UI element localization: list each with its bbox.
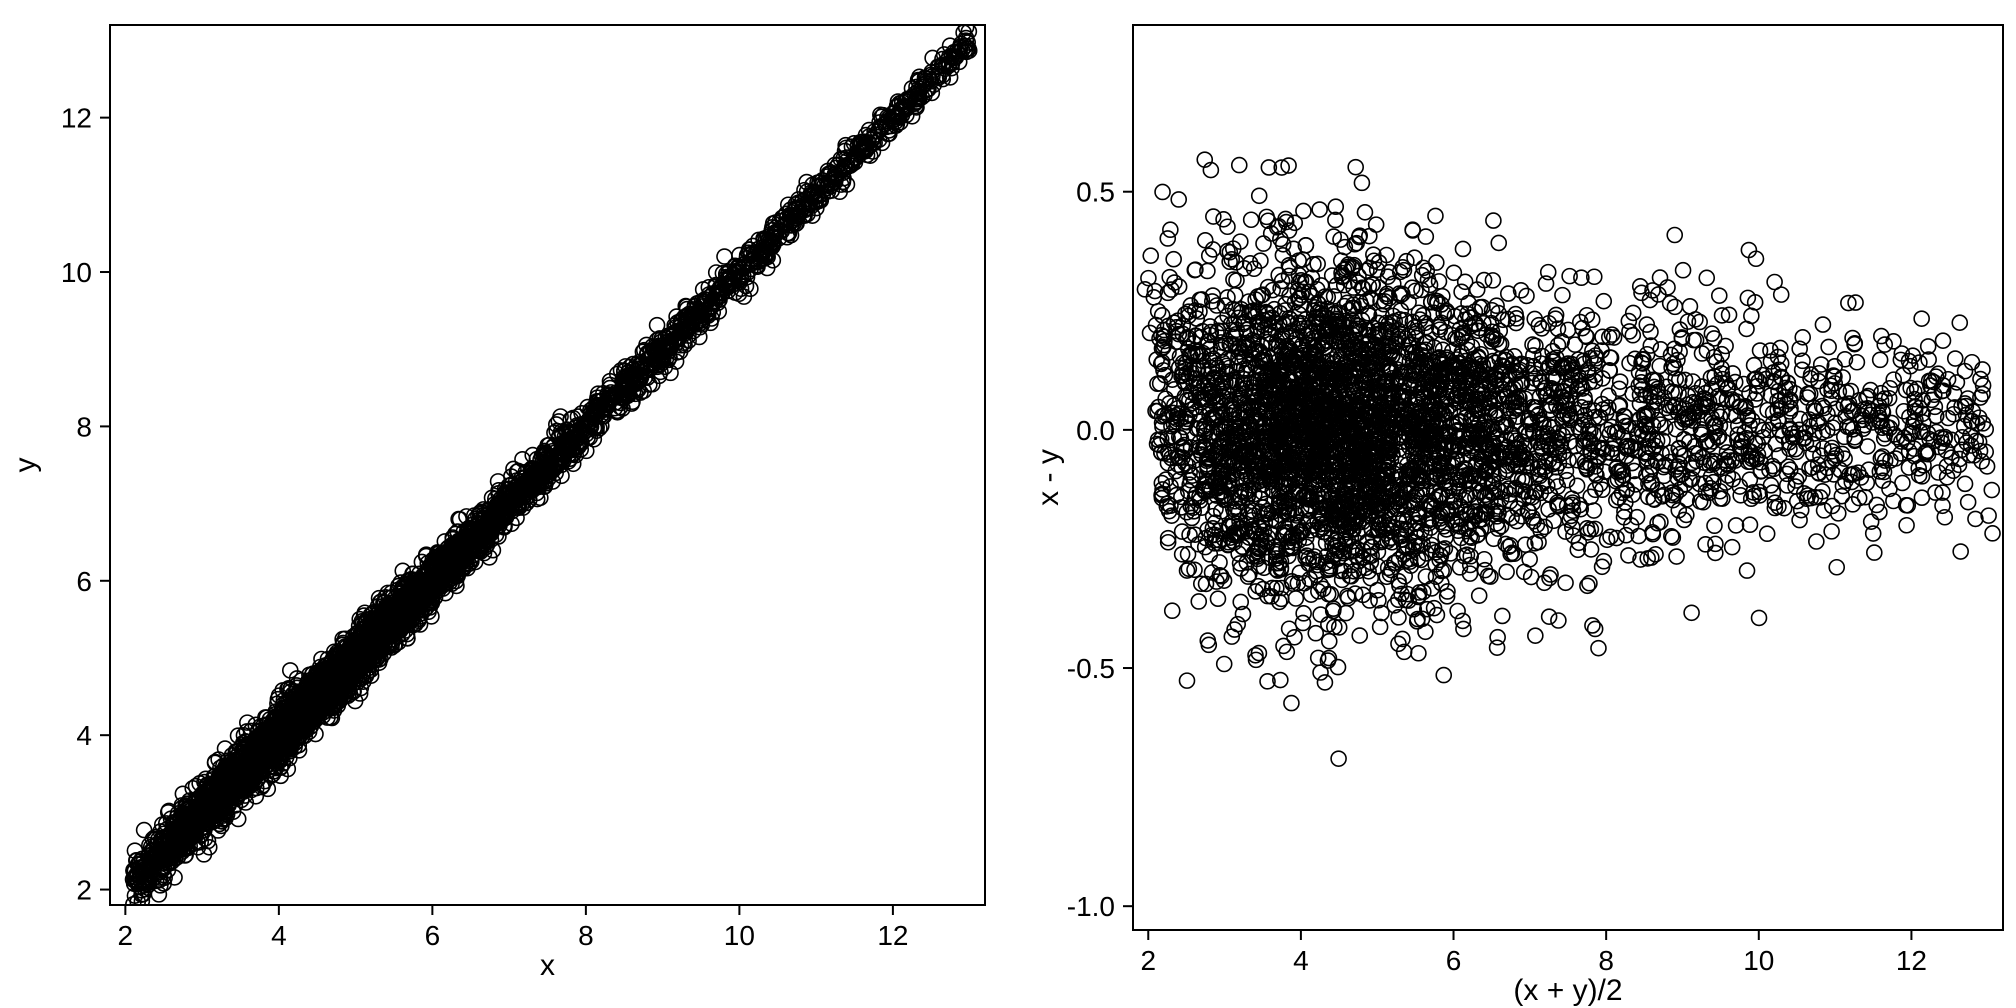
x-tick-label: 12 [1896,945,1927,976]
data-point [1499,564,1514,579]
y-tick-label: 0.0 [1076,415,1115,446]
x-tick-label: 8 [578,920,594,951]
data-point [1591,641,1606,656]
left-scatter: 2 4 6 8 10 12 2 4 6 8 10 12 x y [0,0,1008,1008]
points-layer [126,20,977,912]
data-point [1317,675,1332,690]
y-tick-label: 0.5 [1076,177,1115,208]
y-tick-label: 12 [61,103,92,134]
figure: 2 4 6 8 10 12 2 4 6 8 10 12 x y 2 4 6 8 10 12 -1.0 -0.5 0.0 0.… [0,0,2016,1008]
right-panel: 2 4 6 8 10 12 -1.0 -0.5 0.0 0.5 (x + y)/2 x - y [1008,0,2016,1008]
y-tick-label: 10 [61,257,92,288]
data-point [717,249,732,264]
left-panel: 2 4 6 8 10 12 2 4 6 8 10 12 x y [0,0,1008,1008]
x-tick-label: 4 [271,920,287,951]
data-point [1899,518,1914,533]
y-axis-label: x - y [1032,449,1065,506]
x-tick-label: 2 [118,920,134,951]
x-tick-label: 6 [1446,945,1462,976]
data-point [1528,628,1543,643]
data-point [1975,362,1990,377]
data-point [137,823,152,838]
x-tick-label: 12 [877,920,908,951]
x-tick-label: 4 [1293,945,1309,976]
x-tick-label: 6 [425,920,441,951]
x-tick-label: 2 [1140,945,1156,976]
x-axis-label: x [540,949,555,982]
x-tick-label: 8 [1598,945,1614,976]
right-scatter: 2 4 6 8 10 12 -1.0 -0.5 0.0 0.5 (x + y)/2 x - y [1008,0,2016,1008]
y-tick-label: 8 [76,411,92,442]
data-point [1244,212,1259,227]
y-tick-label: 2 [76,875,92,906]
data-point [1708,545,1723,560]
x-tick-label: 10 [1743,945,1774,976]
x-tick-label: 10 [724,920,755,951]
data-point [1151,304,1166,319]
y-tick-label: -1.0 [1067,891,1115,922]
y-axis-label: y [9,458,42,473]
y-tick-label: 6 [76,566,92,597]
points-layer [1137,152,2000,766]
y-tick-label: 4 [76,720,92,751]
x-axis-label: (x + y)/2 [1513,974,1622,1007]
y-tick-label: -0.5 [1067,653,1115,684]
data-point [1288,591,1303,606]
